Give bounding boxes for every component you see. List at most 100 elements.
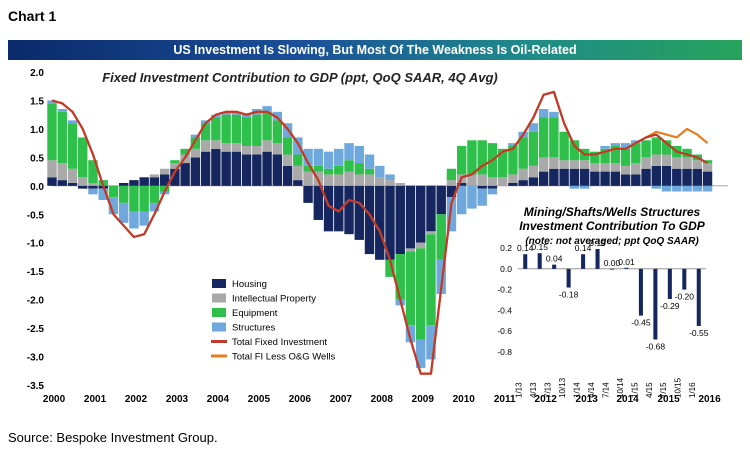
x-tick-label: 2016 <box>698 394 721 405</box>
x-tick-label: 2007 <box>330 394 353 405</box>
inset-bar <box>566 268 571 288</box>
bar-ip <box>569 160 580 169</box>
x-tick-label: 2014 <box>616 394 639 405</box>
bar-ip <box>149 174 160 178</box>
bar-housing <box>200 151 211 186</box>
bar-structures <box>631 140 641 144</box>
bar-housing <box>631 174 641 186</box>
main-chart-title: Fixed Investment Contribution to GDP (pp… <box>102 70 498 85</box>
bar-ip <box>231 143 242 152</box>
bar-equipment <box>323 168 334 175</box>
bar-housing <box>78 185 88 189</box>
bar-ip <box>528 165 539 178</box>
bar-housing <box>620 174 631 186</box>
inset-data-label: -0.55 <box>689 328 709 338</box>
bar-equipment <box>190 137 201 149</box>
bar-housing <box>231 151 242 186</box>
bar-housing <box>487 185 498 189</box>
bar-ip <box>364 174 375 186</box>
inset-bar <box>624 267 629 269</box>
bar-ip <box>88 182 98 186</box>
bar-structures <box>88 188 98 195</box>
bar-housing <box>375 185 385 260</box>
bar-housing <box>416 185 426 243</box>
bar-structures <box>467 185 477 209</box>
bar-ip <box>416 242 426 249</box>
bar-structures <box>405 325 416 343</box>
bar-ip <box>241 145 252 155</box>
y-tick-label: 1.0 <box>30 125 44 136</box>
inset-bar <box>653 268 658 340</box>
bar-structures <box>108 197 119 215</box>
bar-structures <box>272 111 283 121</box>
y-tick-label: 1.5 <box>30 96 44 107</box>
bar-ip <box>334 174 344 186</box>
inset-y-tick-label: -0.2 <box>497 285 512 295</box>
bar-housing <box>590 171 600 186</box>
bar-ip <box>641 157 651 169</box>
bar-ip <box>549 157 559 169</box>
bar-housing <box>702 171 713 186</box>
inset-bar <box>638 268 643 316</box>
bar-housing <box>272 154 283 186</box>
bar-structures <box>344 143 354 161</box>
bar-equipment <box>231 114 242 144</box>
bar-structures <box>364 154 375 169</box>
bar-structures <box>702 185 713 192</box>
bar-ip <box>497 177 508 186</box>
bar-housing <box>129 180 139 186</box>
bar-ip <box>354 174 364 186</box>
bar-ip <box>672 157 682 169</box>
bar-structures <box>241 114 252 118</box>
inset-x-tick-label: 7/14 <box>601 382 610 398</box>
y-tick-label: -3.0 <box>27 353 45 364</box>
inset-bar <box>523 254 528 269</box>
x-tick-label: 2003 <box>166 394 189 405</box>
bar-structures <box>385 174 395 181</box>
bar-structures <box>549 111 559 118</box>
bar-housing <box>57 180 67 186</box>
inset-data-label: -0.29 <box>660 301 680 311</box>
bar-ip <box>282 154 293 166</box>
inset-bar <box>696 268 701 326</box>
bar-ip <box>67 168 78 183</box>
bar-equipment <box>385 259 395 277</box>
bar-equipment <box>241 117 252 146</box>
legend-label-equipment: Equipment <box>232 308 278 319</box>
bar-equipment <box>282 137 293 155</box>
bar-housing <box>600 171 610 186</box>
x-tick-label: 2000 <box>43 394 66 405</box>
x-tick-label: 2015 <box>657 394 680 405</box>
bar-ip <box>344 171 354 186</box>
bar-equipment <box>518 137 528 169</box>
source-note: Source: Bespoke Investment Group. <box>8 430 218 445</box>
bar-ip <box>610 163 621 172</box>
inset-data-label: 0.15 <box>531 242 548 252</box>
legend-swatch-equipment <box>212 308 226 317</box>
bar-ip <box>477 174 487 186</box>
bar-ip <box>190 148 201 158</box>
bar-structures <box>334 148 344 166</box>
bar-equipment <box>293 154 303 166</box>
bar-equipment <box>620 148 631 166</box>
inset-bar <box>667 268 672 299</box>
bar-structures <box>149 202 160 212</box>
bar-housing <box>190 157 201 186</box>
inset-chart: Mining/Shafts/Wells Structures Investmen… <box>497 205 708 398</box>
bar-structures <box>57 108 67 112</box>
bar-structures <box>569 185 580 189</box>
bar-equipment <box>211 117 221 141</box>
x-tick-label: 2004 <box>207 394 230 405</box>
bar-ip <box>272 143 283 155</box>
bar-structures <box>436 259 446 294</box>
bar-structures <box>231 111 242 115</box>
bar-housing <box>395 185 405 255</box>
bar-housing <box>538 171 549 186</box>
bar-equipment <box>57 111 67 164</box>
inset-title-line-1: Mining/Shafts/Wells Structures <box>524 205 701 219</box>
bar-equipment <box>446 168 457 181</box>
bar-equipment <box>88 160 98 183</box>
x-tick-label: 2010 <box>453 394 476 405</box>
bar-equipment <box>303 165 313 172</box>
x-tick-label: 2013 <box>576 394 599 405</box>
